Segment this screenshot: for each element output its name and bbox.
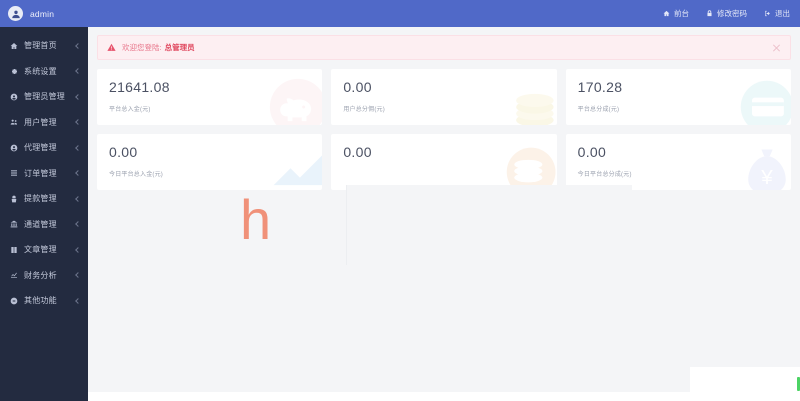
topnav-item-logout[interactable]: 退出 [764,8,790,19]
svg-text:¥: ¥ [760,166,773,189]
bottom-strip [88,367,690,392]
home-icon [9,42,18,50]
sidebar-item-user-management[interactable]: 用户管理 [0,110,88,136]
home-icon [663,10,670,17]
sidebar-item-admin-management[interactable]: 管理员管理 [0,84,88,110]
main-content: h cn 欢迎您登陆: 总管理员 21641.08 平台总入金(元) 0.00 [88,27,800,401]
topnav-item-change-password[interactable]: 修改密码 [706,8,747,19]
chevron-icon [75,145,81,151]
sidebar-label-withdraw-management: 提款管理 [24,194,57,204]
topnav-item-frontend[interactable]: 前台 [663,8,689,19]
overlay-panel [346,185,632,265]
sidebar-label-financial-analysis: 财务分析 [24,270,57,280]
chevron-icon [75,272,81,278]
sidebar-item-channel-management[interactable]: 通道管理 [0,212,88,238]
chevron-icon [75,43,81,49]
stat-card-today-commission: 0.00 [331,134,557,190]
stat-label: 今日平台总入金(元) [109,172,163,178]
topnav-label-logout: 退出 [775,9,790,18]
stat-label: 今日平台总分成(元) [577,172,632,178]
top-nav: 前台 修改密码 退出 [663,8,790,19]
money-bag-icon: ¥ [737,142,791,190]
chevron-icon [75,170,81,176]
coin-stack-icon [503,142,557,190]
stat-card-user-commission: 0.00 用户总分佣(元) [331,69,557,125]
sidebar-label-system-settings: 系统设置 [24,66,57,76]
stat-label: 用户总分佣(元) [343,107,385,113]
coins-icon [503,77,557,125]
users-icon [9,118,18,126]
chevron-icon [75,196,81,202]
sidebar-label-admin-management: 管理员管理 [24,92,65,102]
lock-icon [706,10,713,17]
list-icon [9,169,18,177]
welcome-alert-text: 欢迎您登陆: [122,43,162,52]
stat-value: 0.00 [577,144,607,160]
stat-card-today-platform-share: 0.00 今日平台总分成(元) ¥ [565,134,791,190]
chart-up-icon [268,142,323,190]
logout-icon [764,10,771,17]
stat-label: 平台总分成(元) [577,107,620,113]
gear-icon [9,67,18,75]
stat-card-today-deposit: 0.00 今日平台总入金(元) [97,134,323,190]
stat-label: 平台总入金(元) [109,107,151,113]
bottom-panel [88,367,800,401]
stat-value: 170.28 [577,79,623,95]
welcome-alert: 欢迎您登陆: 总管理员 [97,35,791,60]
topnav-label-frontend: 前台 [674,9,689,18]
sidebar-item-agent-management[interactable]: 代理管理 [0,135,88,161]
bank-icon [9,220,18,228]
chevron-icon [75,247,81,253]
chevron-icon [75,221,81,227]
chart-icon [9,271,18,279]
stat-value: 0.00 [109,144,138,160]
welcome-alert-role: 总管理员 [164,43,195,52]
sidebar-label-agent-management: 代理管理 [24,143,57,153]
warning-triangle-icon [107,43,116,52]
sidebar-item-article-management[interactable]: 文章管理 [0,237,88,263]
withdraw-icon [9,195,18,203]
chevron-icon [75,119,81,125]
chevron-icon [75,298,81,304]
stat-cards-row-2: 0.00 今日平台总入金(元) 0.00 0.00 今日平台总分成(元) ¥ [97,134,791,190]
piggy-bank-icon [268,77,323,125]
user-avatar-icon [8,6,23,21]
more-icon [9,297,18,305]
sidebar-item-withdraw-management[interactable]: 提款管理 [0,186,88,212]
brand-name: admin [30,8,55,19]
sidebar-label-article-management: 文章管理 [24,245,57,255]
stat-card-total-deposit: 21641.08 平台总入金(元) [97,69,323,125]
sidebar-item-dashboard[interactable]: 管理首页 [0,33,88,59]
stat-value: 21641.08 [109,79,170,95]
sidebar-label-user-management: 用户管理 [24,117,57,127]
stat-cards-row-1: 21641.08 平台总入金(元) 0.00 用户总分佣(元) 170.28 平… [97,69,791,125]
sidebar-item-system-settings[interactable]: 系统设置 [0,59,88,85]
sidebar-item-financial-analysis[interactable]: 财务分析 [0,263,88,289]
topnav-label-change-password: 修改密码 [717,9,747,18]
sidebar-label-order-management: 订单管理 [24,168,57,178]
sidebar-label-dashboard: 管理首页 [24,41,57,51]
sidebar-item-order-management[interactable]: 订单管理 [0,161,88,187]
status-indicator [797,377,800,391]
user-circle-icon [9,93,18,101]
stat-value: 0.00 [343,79,372,95]
chevron-icon [75,94,81,100]
stat-value: 0.00 [343,144,372,160]
sidebar-item-other-functions[interactable]: 其他功能 [0,288,88,314]
sidebar: 管理首页 系统设置 管理员管理 用户管理 代理管理 [0,27,88,401]
brand-block[interactable]: admin [8,6,54,21]
chevron-icon [75,68,81,74]
sidebar-label-channel-management: 通道管理 [24,219,57,229]
close-icon[interactable] [772,43,781,52]
sidebar-label-other-functions: 其他功能 [24,296,57,306]
top-bar: admin 前台 修改密码 退出 [0,0,800,27]
credit-card-icon [737,77,791,125]
book-icon [9,246,18,254]
agent-icon [9,144,18,152]
stat-card-platform-share: 170.28 平台总分成(元) [565,69,791,125]
